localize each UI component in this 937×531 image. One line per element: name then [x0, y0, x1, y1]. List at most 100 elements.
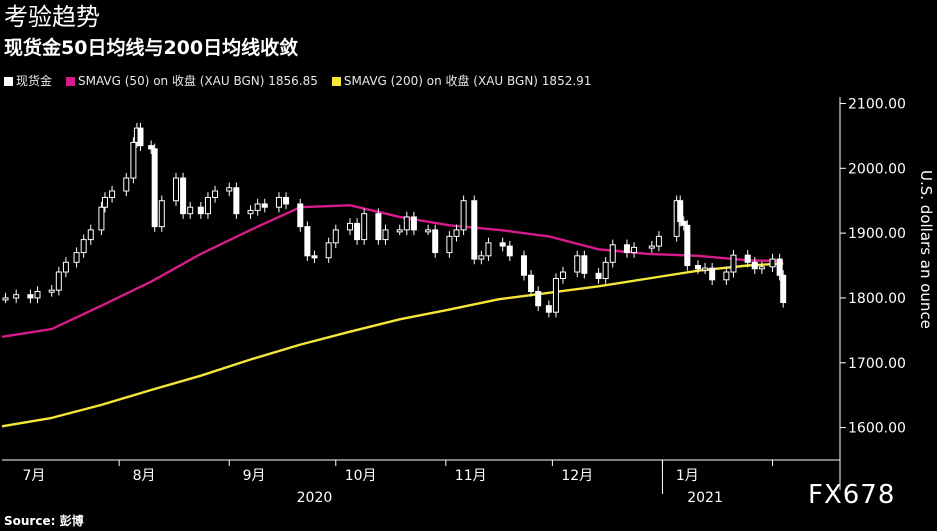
candle-body-73 — [680, 220, 687, 226]
y-tick-label-5: 2100.00 — [848, 96, 906, 112]
candle-body-63 — [581, 255, 588, 274]
candle-body-13 — [123, 177, 130, 192]
candle-body-41 — [375, 213, 382, 241]
candle-body-65 — [602, 261, 609, 280]
y-tick-label-2: 1800.00 — [848, 291, 906, 307]
candle-body-29 — [254, 203, 261, 211]
chart-frame — [2, 97, 841, 490]
candle-body-77 — [709, 267, 716, 281]
candle-body-22 — [187, 206, 194, 215]
legend-swatch-sma200 — [331, 76, 341, 86]
candle-body-23 — [197, 206, 204, 215]
candle-body-80 — [744, 254, 751, 263]
series-layer — [1, 122, 787, 428]
candle-body-28 — [247, 209, 254, 215]
candle-body-76 — [702, 267, 709, 271]
legend-label-spot-gold: 现货金 — [16, 74, 53, 88]
candle-body-8 — [80, 239, 87, 254]
candle-body-55 — [506, 245, 513, 257]
x-tick-label-2: 9月 — [243, 468, 266, 484]
candle-body-49 — [453, 229, 460, 237]
candle-body-50 — [460, 200, 467, 231]
candle-body-11 — [101, 196, 108, 208]
legend-swatch-sma50 — [66, 76, 76, 86]
price-chart: 1600.00 1700.00 1800.00 1900.00 2000.00 2100.… — [1, 96, 906, 506]
candle-body-79 — [730, 254, 737, 273]
candle-body-72 — [677, 200, 684, 222]
candle-body-10 — [98, 206, 105, 231]
candle-body-61 — [560, 271, 567, 279]
candle-body-82 — [758, 266, 765, 270]
candle-body-5 — [55, 271, 62, 291]
candle-body-27 — [233, 187, 240, 215]
candle-body-64 — [595, 272, 602, 279]
candle-body-2 — [27, 294, 34, 299]
candle-body-83 — [769, 258, 776, 268]
candle-body-31 — [275, 196, 282, 208]
candle-body-43 — [396, 229, 403, 233]
sma50-line — [1, 204, 784, 338]
candle-body-34 — [304, 226, 311, 257]
candle-body-16 — [137, 127, 144, 147]
candle-body-70 — [655, 235, 662, 247]
legend-label-sma50: SMAVG (50) on 收盘 (XAU BGN) 1856.85 — [78, 74, 318, 88]
candle-body-57 — [528, 274, 535, 292]
candle-body-46 — [425, 229, 432, 233]
candle-body-35 — [311, 255, 318, 259]
candle-body-53 — [485, 242, 492, 257]
candle-body-25 — [212, 190, 219, 198]
candle-body-74 — [684, 224, 691, 267]
watermark: FX678 — [808, 480, 896, 510]
x-tick-label-3: 10月 — [345, 468, 377, 484]
candle-body-7 — [73, 252, 80, 263]
candle-body-51 — [471, 200, 478, 260]
candle-body-6 — [62, 261, 69, 273]
candle-body-60 — [552, 278, 559, 313]
candle-body-17 — [148, 145, 155, 150]
candle-body-4 — [48, 289, 55, 293]
y-tick-label-4: 2000.00 — [848, 161, 906, 177]
sma200-line — [1, 262, 784, 428]
candle-body-14 — [130, 141, 137, 179]
y-tick-label-1: 1700.00 — [848, 356, 906, 372]
candle-body-67 — [623, 244, 630, 254]
candle-body-40 — [361, 213, 368, 241]
x-tick-label-6: 1月 — [676, 468, 699, 484]
candle-body-20 — [172, 177, 179, 202]
candle-body-12 — [109, 190, 116, 198]
candle-body-18 — [151, 148, 158, 228]
candle-body-68 — [631, 246, 638, 254]
chart-title: 考验趋势 — [4, 3, 100, 31]
chart-subtitle: 现货金50日均线与200日均线收敛 — [4, 37, 299, 59]
candle-body-45 — [410, 216, 417, 231]
legend-label-sma200: SMAVG (200) on 收盘 (XAU BGN) 1852.91 — [343, 74, 592, 88]
legend-item-sma200: SMAVG (200) on 收盘 (XAU BGN) 1852.91 — [331, 73, 592, 89]
candle-body-30 — [261, 203, 268, 208]
candle-body-21 — [180, 177, 187, 215]
candle-body-56 — [520, 255, 527, 276]
x-tick-label-4: 11月 — [455, 468, 487, 484]
candle-body-59 — [545, 305, 552, 313]
candle-body-9 — [87, 229, 94, 241]
y-tick-label-0: 1600.00 — [848, 421, 906, 437]
x-tick-label-5: 12月 — [561, 468, 593, 484]
x-year-label-0: 2020 — [297, 490, 333, 506]
candle-body-85 — [780, 274, 787, 303]
candle-body-1 — [13, 294, 20, 299]
legend-swatch-spot-gold — [4, 76, 13, 86]
candle-body-54 — [499, 242, 506, 247]
candle-body-37 — [332, 229, 339, 244]
legend-item-sma50: SMAVG (50) on 收盘 (XAU BGN) 1856.85 — [66, 73, 318, 89]
legend-item-spot-gold: 现货金 — [4, 73, 52, 89]
candle-body-3 — [34, 290, 41, 299]
candle-body-52 — [478, 255, 485, 260]
candle-body-69 — [648, 245, 655, 249]
y-tick-label-3: 1900.00 — [848, 226, 906, 242]
candle-body-32 — [283, 196, 290, 205]
legend: 现货金 SMAVG (50) on 收盘 (XAU BGN) 1856.85 S… — [4, 73, 605, 89]
candle-body-39 — [354, 222, 361, 241]
candle-body-66 — [609, 244, 616, 263]
candle-body-84 — [776, 258, 783, 276]
candle-body-62 — [574, 255, 581, 273]
candle-body-47 — [432, 229, 439, 254]
